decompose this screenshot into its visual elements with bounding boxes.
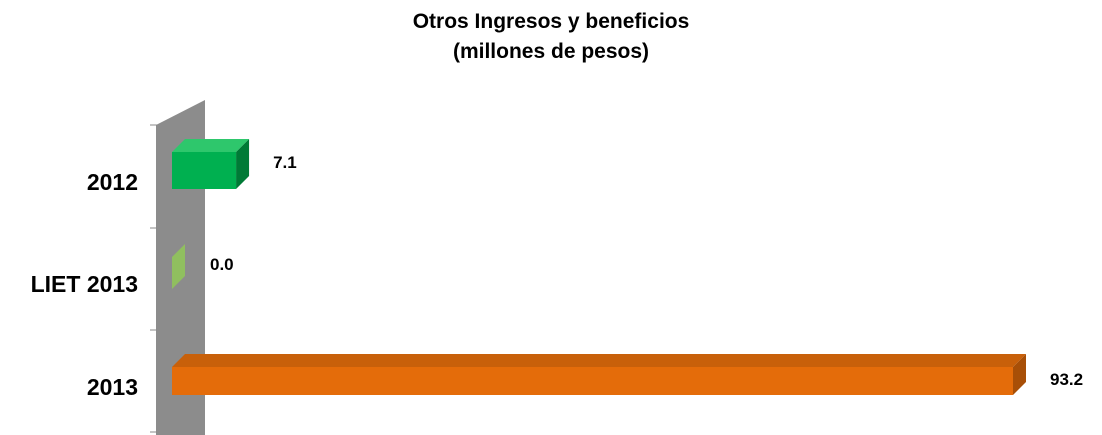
category-label: 2012 [87, 169, 138, 195]
chart-title-line-1: Otros Ingresos y beneficios [413, 10, 690, 33]
chart-title-line-2: (millones de pesos) [453, 40, 649, 63]
bar-face [172, 244, 185, 289]
bar-top-face [172, 139, 250, 152]
category-label: LIET 2013 [31, 271, 138, 297]
bar-side-face [1013, 354, 1026, 395]
data-label: 0.0 [210, 255, 234, 274]
bar-top-face [172, 354, 1026, 367]
bar-front-face [172, 367, 1013, 395]
bar-2012 [172, 139, 250, 189]
bar-front-face [172, 152, 237, 189]
bar-2013 [172, 354, 1026, 395]
data-label: 93.2 [1050, 370, 1083, 389]
bars-layer [172, 139, 1026, 395]
bar-side-face [236, 139, 250, 189]
bar-liet-2013 [172, 244, 185, 289]
data-label: 7.1 [273, 153, 297, 172]
category-label: 2013 [87, 374, 138, 400]
